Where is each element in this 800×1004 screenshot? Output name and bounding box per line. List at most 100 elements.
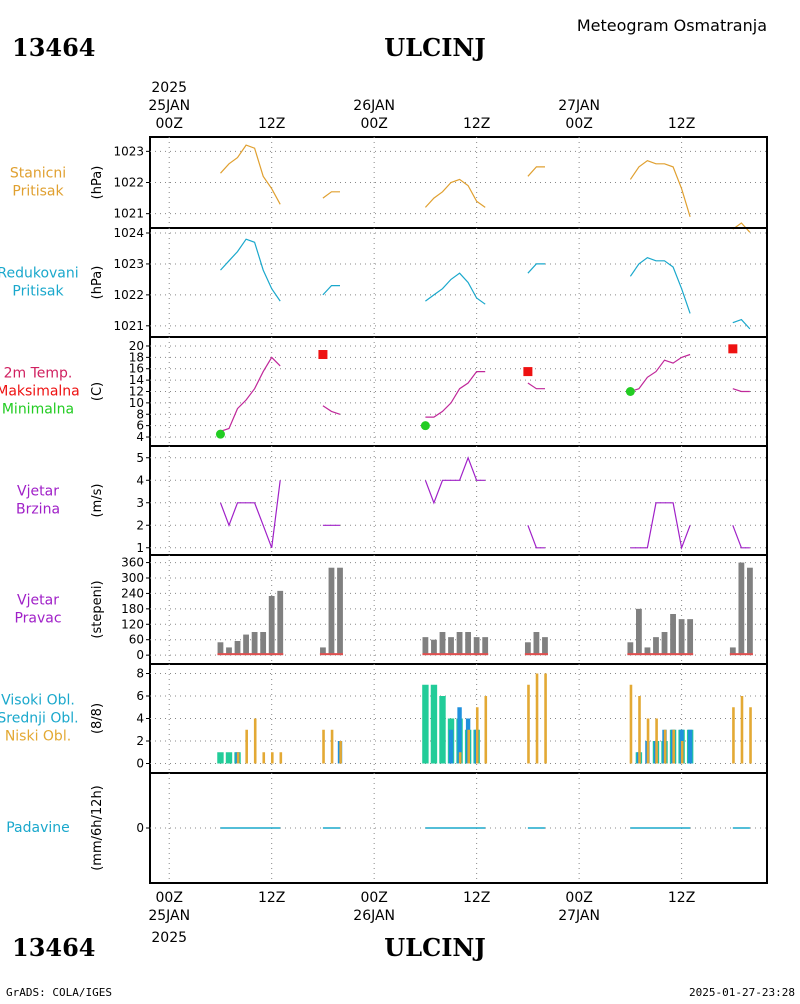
wind-direction-bar bbox=[653, 637, 659, 656]
station-pressure-line bbox=[322, 191, 340, 199]
temperature-line bbox=[630, 353, 691, 393]
panel-label-temp: Maksimalna bbox=[0, 384, 80, 400]
wind-direction-bar bbox=[320, 647, 326, 656]
wind-direction-bar bbox=[644, 647, 651, 656]
panel-label-redukovani: Redukovani bbox=[0, 266, 79, 282]
cloud-low-bar bbox=[655, 718, 658, 764]
wind-direction-bar bbox=[448, 637, 454, 656]
wind-direction-bar bbox=[678, 619, 685, 656]
station-name-bottom: ULCINJ bbox=[384, 933, 485, 962]
panel-label-temp: 2m Temp. bbox=[4, 366, 73, 382]
wind-speed-line bbox=[630, 502, 691, 551]
reduced-pressure-line bbox=[425, 272, 486, 305]
temp-max-marker bbox=[318, 350, 328, 360]
wind-direction-bar bbox=[277, 590, 284, 656]
date-label-bottom: 27JAN bbox=[558, 908, 600, 924]
temp-min-marker bbox=[420, 421, 430, 431]
wind-direction-bar bbox=[729, 647, 736, 656]
y-tick-label: 300 bbox=[121, 571, 144, 585]
unit-label-pravac: (stepeni) bbox=[90, 580, 105, 638]
y-tick-label: 20 bbox=[129, 339, 144, 353]
y-tick-label: 4 bbox=[136, 473, 144, 487]
station-pressure-line bbox=[527, 166, 545, 177]
cloud-low-bar bbox=[322, 729, 325, 764]
temperature-line bbox=[425, 371, 486, 418]
wind-direction-bar bbox=[627, 642, 634, 656]
wind-direction-bar bbox=[636, 608, 642, 656]
y-tick-label: 16 bbox=[129, 362, 144, 376]
y-tick-label: 1021 bbox=[113, 319, 144, 333]
station-pressure-line bbox=[629, 160, 691, 217]
panel-label-redukovani: Pritisak bbox=[12, 284, 64, 300]
panel-label-padavine: Padavine bbox=[6, 820, 70, 836]
y-tick-label: 1024 bbox=[113, 226, 144, 240]
wind-speed-line bbox=[732, 525, 750, 549]
wind-direction-bar bbox=[738, 562, 745, 656]
hour-label-top: 00Z bbox=[156, 116, 183, 132]
temp-min-marker bbox=[625, 387, 635, 396]
cloud-low-bar bbox=[236, 752, 240, 764]
cloud-mid-bar bbox=[457, 707, 462, 764]
station-pressure-line bbox=[424, 178, 486, 208]
wind-direction-bar bbox=[422, 637, 429, 656]
wind-direction-bar bbox=[533, 632, 540, 656]
cloud-low-bar bbox=[330, 729, 334, 764]
y-tick-label: 2 bbox=[136, 734, 144, 748]
cloud-high-bar bbox=[430, 684, 438, 764]
cloud-low-bar bbox=[663, 729, 667, 764]
wind-direction-bar bbox=[747, 567, 753, 656]
cloud-low-bar bbox=[279, 752, 283, 764]
cloud-low-bar bbox=[646, 718, 650, 764]
year-label-top: 2025 bbox=[151, 80, 187, 96]
y-tick-label: 1023 bbox=[113, 144, 144, 158]
wind-direction-bar bbox=[260, 632, 267, 656]
wind-direction-bar bbox=[217, 642, 224, 656]
wind-speed-line bbox=[424, 456, 486, 505]
y-tick-label: 60 bbox=[129, 633, 144, 647]
hour-label-top: 12Z bbox=[463, 116, 490, 132]
temperature-line bbox=[220, 356, 281, 432]
y-tick-label: 1022 bbox=[113, 176, 144, 190]
hour-label-bottom: 00Z bbox=[360, 890, 387, 906]
y-tick-label: 14 bbox=[129, 373, 144, 387]
y-tick-label: 0 bbox=[136, 821, 144, 835]
y-tick-label: 3 bbox=[136, 496, 144, 510]
date-label-bottom: 25JAN bbox=[148, 908, 190, 924]
wind-direction-bar bbox=[431, 639, 437, 656]
hour-label-bottom: 00Z bbox=[565, 890, 592, 906]
wind-speed-line bbox=[527, 525, 545, 549]
hour-label-top: 12Z bbox=[668, 116, 695, 132]
cloud-low-bar bbox=[245, 729, 248, 764]
wind-direction-bar bbox=[687, 619, 694, 656]
wind-direction-bar bbox=[465, 632, 472, 656]
panel-label-brzina: Vjetar bbox=[17, 484, 59, 500]
y-tick-label: 4 bbox=[136, 712, 144, 726]
wind-direction-bar bbox=[243, 634, 249, 656]
station-name-top: ULCINJ bbox=[384, 33, 485, 62]
temperature-line bbox=[527, 382, 545, 390]
cloud-low-bar bbox=[458, 752, 462, 764]
cloud-low-bar bbox=[749, 707, 752, 764]
cloud-low-bar bbox=[638, 696, 641, 764]
wind-direction-bar bbox=[226, 647, 232, 656]
wind-direction-bar bbox=[439, 632, 446, 656]
cloud-low-bar bbox=[672, 729, 675, 764]
unit-label-stanicni: (hPa) bbox=[90, 166, 105, 200]
cloud-low-bar bbox=[484, 696, 488, 764]
temp-max-marker bbox=[523, 367, 533, 377]
y-tick-label: 0 bbox=[136, 648, 144, 662]
panel-label-oblaci: Visoki Obl. bbox=[1, 693, 75, 709]
year-label-bottom: 2025 bbox=[151, 930, 187, 946]
cloud-low-bar bbox=[270, 752, 274, 764]
cloud-low-bar bbox=[339, 741, 342, 764]
unit-label-brzina: (m/s) bbox=[90, 484, 105, 518]
hour-label-bottom: 00Z bbox=[156, 890, 183, 906]
panel-frame-brzina bbox=[149, 445, 768, 556]
y-tick-label: 8 bbox=[136, 407, 144, 421]
credit: GrADS: COLA/IGES bbox=[6, 986, 112, 999]
cloud-low-bar bbox=[544, 673, 547, 764]
unit-label-temp: (C) bbox=[90, 382, 105, 401]
y-tick-label: 0 bbox=[136, 757, 144, 771]
